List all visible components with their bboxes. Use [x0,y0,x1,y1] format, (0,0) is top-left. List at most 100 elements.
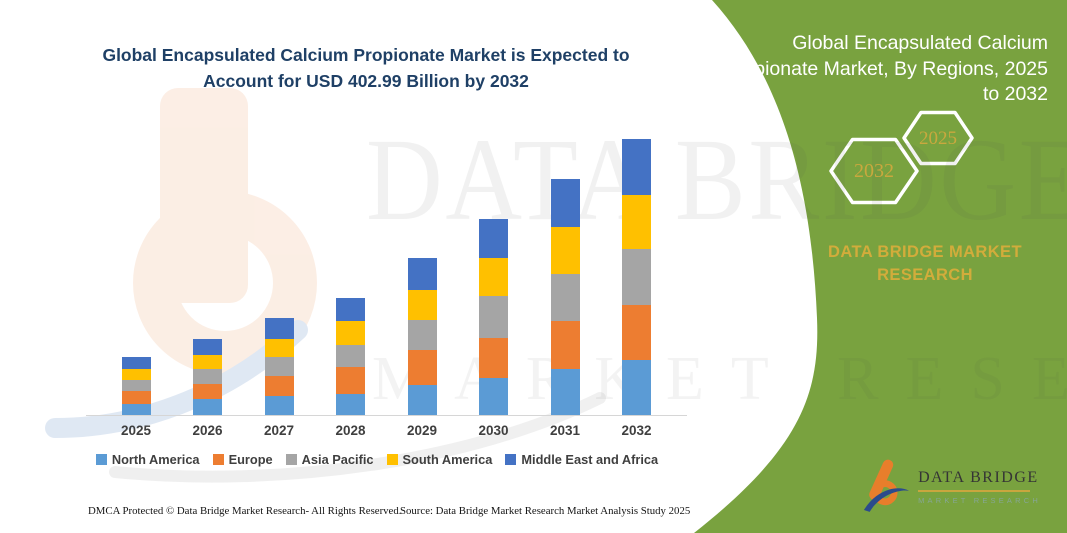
source-note: Source: Data Bridge Market Research Mark… [400,505,691,517]
panel-title-line2: Propionate Market, By Regions, 2025 [723,57,1048,80]
legend-swatch-icon [386,454,398,465]
brand-wordmark-line2: RESEARCH [877,266,973,284]
segment-asia-pacific-2028 [336,345,365,368]
data-bridge-logo-icon [864,459,910,512]
x-axis-label-2029: 2029 [406,423,438,438]
legend-item-asia-pacific: Asia Pacific [285,452,374,467]
x-axis-label-2030: 2030 [478,423,509,438]
segment-south-america-2030 [479,257,508,297]
stacked-bar-2030 [479,219,508,416]
segment-europe-2025 [121,390,151,404]
chart-title-line2: Account for USD 402.99 Billion by 2032 [203,71,529,91]
watermark-swoosh-gray [109,392,606,483]
segment-middle-east-and-africa-2027 [264,317,294,339]
logo-subtitle: MARKET RESEARCH [918,496,1041,505]
segment-middle-east-and-africa-2028 [336,298,365,322]
segment-north-america-2030 [479,377,508,416]
panel-title-line1: Global Encapsulated Calcium [792,32,1048,54]
segment-middle-east-and-africa-2025 [121,357,151,370]
panel-title-line3: to 2032 [982,83,1048,105]
x-axis-label-2028: 2028 [335,423,366,438]
segment-asia-pacific-2030 [479,296,508,338]
chart-legend: North America Europe Asia Pacific South Ame… [70,452,684,467]
segment-north-america-2026 [193,398,222,416]
company-logo: DATA BRIDGE MARKET RESEARCH [862,455,1041,515]
hexagon-2032-label: 2032 [854,160,894,182]
logo-text-group: DATA BRIDGE MARKET RESEARCH [918,455,1041,505]
segment-asia-pacific-2032 [622,248,651,306]
segment-middle-east-and-africa-2031 [550,179,580,228]
segment-north-america-2032 [622,360,651,416]
legend-item-middle-east-and-africa: Middle East and Africa [505,452,658,467]
logo-b-bowl [872,480,898,506]
segment-asia-pacific-2029 [407,320,437,351]
legend-item-europe: Europe [212,452,273,467]
watermark-sub-text: MARKET RESEARCH [372,345,1067,413]
logo-name: DATA BRIDGE [918,469,1039,486]
segment-europe-2029 [407,350,437,386]
segment-middle-east-and-africa-2032 [622,139,651,195]
chart-title-line1: Global Encapsulated Calcium Propionate M… [102,45,630,65]
segment-south-america-2026 [193,354,222,369]
segment-asia-pacific-2031 [550,274,580,322]
hexagon-2025-label: 2025 [919,128,957,149]
legend-label: Asia Pacific [301,452,374,467]
logo-swoosh [864,488,910,512]
stacked-bar-2025 [121,357,151,416]
segment-north-america-2027 [264,396,294,416]
x-axis-line [86,415,687,416]
hexagon-2032-icon [829,137,919,205]
legend-label: Europe [228,452,273,467]
segment-south-america-2028 [336,321,365,346]
hexagon-badges [829,110,974,205]
chart-title: Global Encapsulated Calcium Propionate M… [60,42,672,94]
segment-middle-east-and-africa-2030 [479,219,508,258]
x-axis-label-2025: 2025 [120,423,152,438]
legend-label: North America [111,452,200,467]
x-axis-label-2027: 2027 [263,423,295,438]
segment-europe-2027 [264,376,294,396]
segment-south-america-2031 [550,227,580,275]
stacked-bar-2028 [336,298,365,416]
brand-wordmark-line1: DATA BRIDGE MARKET [828,243,1022,261]
logo-watermark [45,88,606,483]
segment-europe-2031 [550,321,580,369]
segment-europe-2030 [479,337,508,378]
segment-middle-east-and-africa-2029 [407,257,437,290]
stacked-bar-2027 [264,317,294,416]
segment-north-america-2031 [550,368,580,416]
segment-europe-2032 [622,305,651,361]
x-axis-label-2026: 2026 [192,423,223,438]
legend-swatch-icon [285,454,297,465]
segment-south-america-2032 [622,194,651,249]
segment-europe-2026 [193,383,222,399]
segment-north-america-2029 [407,385,437,416]
hexagon-2025-icon [902,110,974,166]
stacked-bar-2032 [622,139,651,416]
segment-asia-pacific-2025 [121,379,151,391]
brand-wordmark: DATA BRIDGE MARKET RESEARCH [790,241,1060,287]
legend-label: South America [402,452,493,467]
watermark-b-bowl [133,191,317,375]
segment-south-america-2025 [121,369,151,380]
dmca-notice: DMCA Protected © Data Bridge Market Rese… [88,505,402,517]
green-panel-background [694,0,1067,533]
legend-item-north-america: North America [95,452,200,467]
segment-north-america-2028 [336,394,365,416]
stacked-bar-2029 [407,257,437,416]
legend-swatch-icon [505,454,517,465]
legend-label: Middle East and Africa [521,452,659,467]
legend-swatch-icon [212,454,224,465]
segment-north-america-2025 [121,403,151,416]
segment-europe-2028 [336,367,365,395]
panel-title: Global Encapsulated Calcium Propionate M… [688,31,1048,108]
segment-middle-east-and-africa-2026 [193,338,222,355]
x-axis-label-2032: 2032 [621,423,652,438]
stacked-bar-2026 [193,338,222,416]
legend-item-south-america: South America [386,452,493,467]
segment-south-america-2029 [407,289,437,321]
segment-asia-pacific-2027 [264,357,294,376]
logo-gold-rule [918,490,1031,492]
